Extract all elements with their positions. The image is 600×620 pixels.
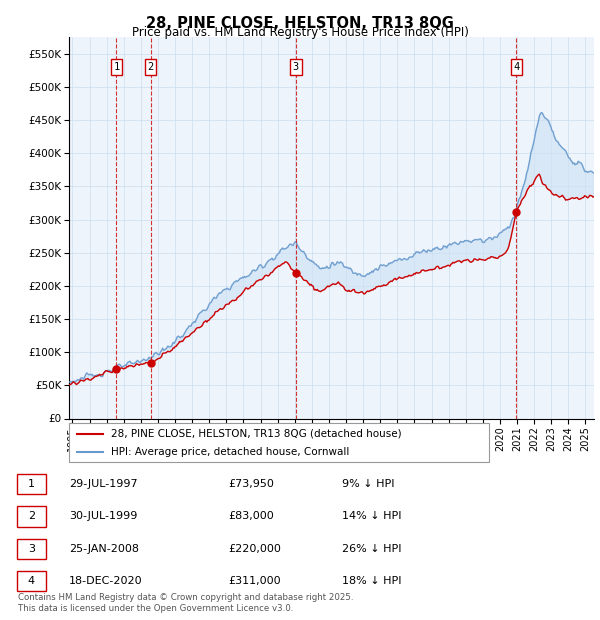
Text: 25-JAN-2008: 25-JAN-2008 <box>69 544 139 554</box>
FancyBboxPatch shape <box>17 474 46 494</box>
Text: Price paid vs. HM Land Registry's House Price Index (HPI): Price paid vs. HM Land Registry's House … <box>131 26 469 39</box>
Text: £220,000: £220,000 <box>228 544 281 554</box>
Text: 18% ↓ HPI: 18% ↓ HPI <box>342 576 401 586</box>
Text: 30-JUL-1999: 30-JUL-1999 <box>69 512 137 521</box>
FancyBboxPatch shape <box>69 423 489 462</box>
Text: 18-DEC-2020: 18-DEC-2020 <box>69 576 143 586</box>
Text: 4: 4 <box>513 62 520 72</box>
Text: £83,000: £83,000 <box>228 512 274 521</box>
Text: 2: 2 <box>28 512 35 521</box>
Text: 9% ↓ HPI: 9% ↓ HPI <box>342 479 395 489</box>
Text: 28, PINE CLOSE, HELSTON, TR13 8QG: 28, PINE CLOSE, HELSTON, TR13 8QG <box>146 16 454 30</box>
Text: £311,000: £311,000 <box>228 576 281 586</box>
Text: 1: 1 <box>113 62 119 72</box>
Text: 26% ↓ HPI: 26% ↓ HPI <box>342 544 401 554</box>
FancyBboxPatch shape <box>17 507 46 526</box>
Text: 29-JUL-1997: 29-JUL-1997 <box>69 479 137 489</box>
Text: Contains HM Land Registry data © Crown copyright and database right 2025.
This d: Contains HM Land Registry data © Crown c… <box>18 593 353 613</box>
Text: 14% ↓ HPI: 14% ↓ HPI <box>342 512 401 521</box>
Text: 4: 4 <box>28 576 35 586</box>
Text: 3: 3 <box>293 62 299 72</box>
Text: 2: 2 <box>148 62 154 72</box>
Text: £73,950: £73,950 <box>228 479 274 489</box>
Text: 1: 1 <box>28 479 35 489</box>
Text: HPI: Average price, detached house, Cornwall: HPI: Average price, detached house, Corn… <box>111 447 349 458</box>
Text: 3: 3 <box>28 544 35 554</box>
FancyBboxPatch shape <box>17 539 46 559</box>
Text: 28, PINE CLOSE, HELSTON, TR13 8QG (detached house): 28, PINE CLOSE, HELSTON, TR13 8QG (detac… <box>111 429 401 439</box>
FancyBboxPatch shape <box>17 571 46 591</box>
